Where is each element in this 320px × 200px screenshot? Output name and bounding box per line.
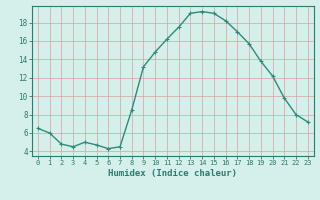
X-axis label: Humidex (Indice chaleur): Humidex (Indice chaleur) — [108, 169, 237, 178]
